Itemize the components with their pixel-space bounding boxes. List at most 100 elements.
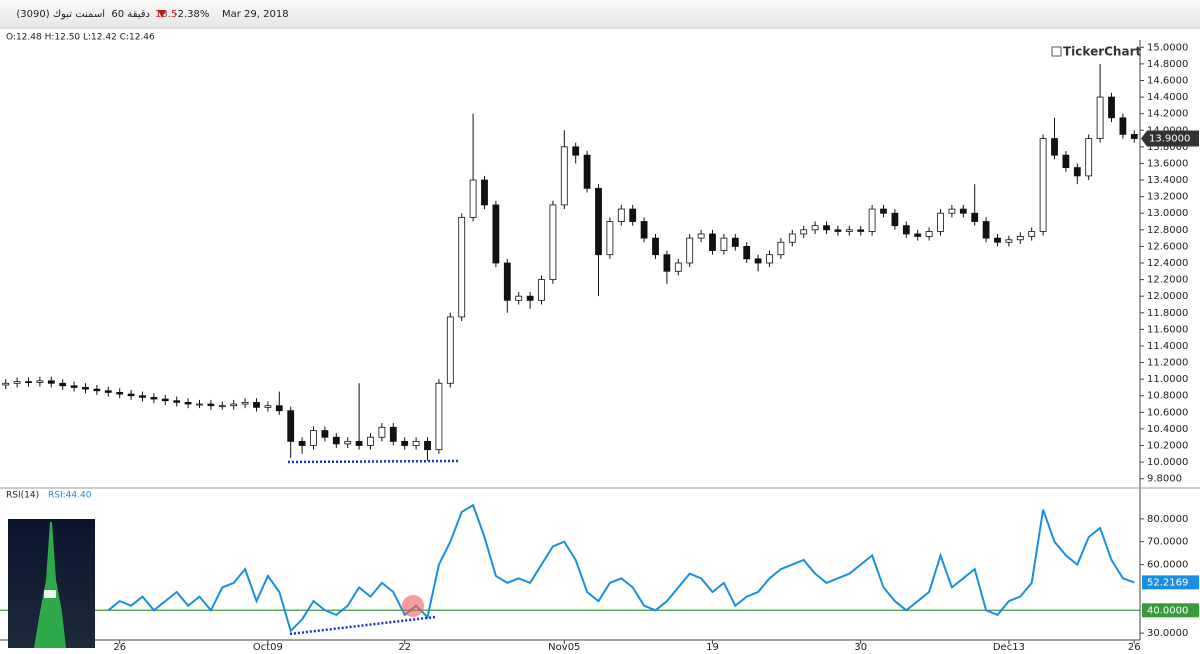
candle-body [469, 179, 477, 218]
candle-body [481, 179, 488, 206]
candle-body [766, 254, 773, 264]
ohlc: O:12.48 H:12.50 L:12.42 C:12.46 [6, 33, 155, 43]
y-tick-label: 10.2000 [1147, 441, 1188, 452]
candle-body [560, 146, 568, 206]
y-tick-label: 13.8000 [1147, 142, 1188, 153]
candle-body [321, 430, 329, 438]
candle-body [925, 231, 933, 237]
candle-body [697, 233, 705, 239]
candle-body [857, 229, 865, 232]
candle-body [82, 387, 89, 390]
watermark: TickerChart [1063, 45, 1141, 59]
candle-body [36, 380, 44, 383]
y-tick-label: 14.4000 [1147, 92, 1188, 103]
candle-body [332, 436, 340, 445]
candle-body [424, 440, 431, 451]
candle-body [116, 392, 124, 395]
candle-body [731, 237, 739, 247]
candle-body [1085, 138, 1093, 177]
candle-body [971, 212, 979, 222]
candle-body [458, 216, 466, 318]
candle-body [606, 221, 614, 256]
interval: 60 دقيقة [111, 9, 150, 20]
candle-body [1005, 239, 1013, 243]
y-tick-label: 11.2000 [1147, 358, 1188, 369]
candle-body [275, 405, 283, 412]
candle-body [344, 440, 352, 445]
candle-body [1016, 236, 1024, 241]
candle-body [914, 233, 922, 237]
candle-body [435, 382, 443, 451]
candle-body [902, 225, 910, 235]
y-tick-label: 11.8000 [1147, 308, 1188, 319]
y-tick-label: 10.0000 [1147, 457, 1188, 468]
candle-body [538, 279, 545, 301]
candle-body [93, 388, 101, 392]
candle-body [640, 221, 648, 239]
down-arrow [158, 10, 166, 18]
candle-body [1051, 138, 1058, 156]
candle-body [834, 229, 842, 232]
candle-body [13, 381, 21, 384]
y-tick-label: 11.0000 [1147, 374, 1188, 385]
symbol: اسمنت تبوك (3090) [16, 9, 105, 20]
last-value-box [1142, 575, 1199, 590]
level-label: 40.0000 [1147, 605, 1188, 616]
y-tick-label: 13.4000 [1147, 175, 1188, 186]
candle-body [595, 187, 602, 256]
candle-body [720, 237, 728, 251]
candle-body [264, 405, 272, 408]
rsi-trendline [289, 615, 436, 636]
candle-body [868, 208, 876, 232]
rsi-legend: RSI:44.40 [48, 491, 92, 501]
candle-body [686, 237, 694, 264]
y-tick-label: 15.0000 [1147, 42, 1188, 53]
x-tick-label: 19 [706, 642, 719, 653]
y-tick-label: 13.0000 [1147, 208, 1188, 219]
header-bar [0, 0, 1200, 28]
candle-body [355, 440, 363, 446]
candle-body [948, 208, 956, 214]
last-price-box [1141, 130, 1199, 147]
candle-body [811, 225, 819, 231]
candle-body [845, 229, 853, 232]
y-tick-label: 80.0000 [1147, 514, 1188, 525]
candle-body [1039, 138, 1047, 232]
y-tick-label: 30.0000 [1147, 628, 1188, 639]
candle-body [378, 426, 386, 438]
y-tick-label: 70.0000 [1147, 537, 1188, 548]
rsi-line [107, 503, 1135, 633]
candle-body [2, 382, 10, 386]
candle-body [709, 233, 716, 251]
tower-light [44, 590, 56, 598]
candle-body [994, 237, 1001, 243]
level-box [1142, 603, 1199, 618]
x-tick-label: 26 [1128, 642, 1141, 653]
candle-body [59, 382, 67, 387]
y-tick-label: 12.2000 [1147, 275, 1188, 286]
candle-body [367, 436, 374, 446]
candle-body [310, 430, 317, 446]
y-tick-label: 9.8000 [1147, 474, 1182, 485]
candle-body [25, 381, 32, 384]
candle-body [389, 426, 397, 442]
logo-icon [1051, 46, 1062, 57]
candle-body [150, 396, 158, 400]
candle-body [583, 154, 591, 189]
candle-body [492, 204, 500, 264]
candle-body [218, 405, 226, 408]
y-tick-label: 10.4000 [1147, 424, 1188, 435]
last-value-label: 52.2169 [1147, 577, 1188, 588]
candle-body [1028, 231, 1036, 237]
y-tick-label: 12.4000 [1147, 258, 1188, 269]
y-tick-label: 13.6000 [1147, 158, 1188, 169]
y-tick-label: 14.6000 [1147, 75, 1188, 86]
candle-body [446, 316, 454, 384]
candle-body [652, 237, 659, 256]
candle-body [184, 401, 192, 405]
y-tick-label: 14.8000 [1147, 59, 1188, 70]
x-tick-label: Dec13 [993, 642, 1025, 653]
candle-body [663, 254, 671, 272]
candle-body [287, 410, 295, 442]
